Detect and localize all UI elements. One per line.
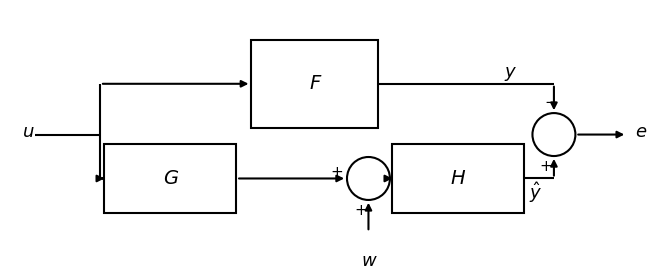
Text: v: v: [398, 181, 408, 199]
Bar: [251, 40, 378, 128]
Bar: [105, 144, 236, 213]
Circle shape: [532, 113, 576, 156]
Text: $\hat{y}$: $\hat{y}$: [529, 181, 542, 206]
Text: H: H: [451, 169, 466, 188]
Text: u: u: [23, 123, 35, 141]
Text: +: +: [540, 159, 553, 174]
Text: y: y: [505, 63, 515, 81]
Text: e: e: [635, 123, 646, 141]
Text: +: +: [330, 165, 343, 180]
Text: −: −: [545, 95, 557, 110]
Circle shape: [347, 157, 390, 200]
Text: +: +: [354, 203, 367, 218]
Text: w: w: [361, 252, 376, 270]
Text: G: G: [163, 169, 178, 188]
Text: F: F: [309, 74, 320, 93]
Bar: [392, 144, 524, 213]
